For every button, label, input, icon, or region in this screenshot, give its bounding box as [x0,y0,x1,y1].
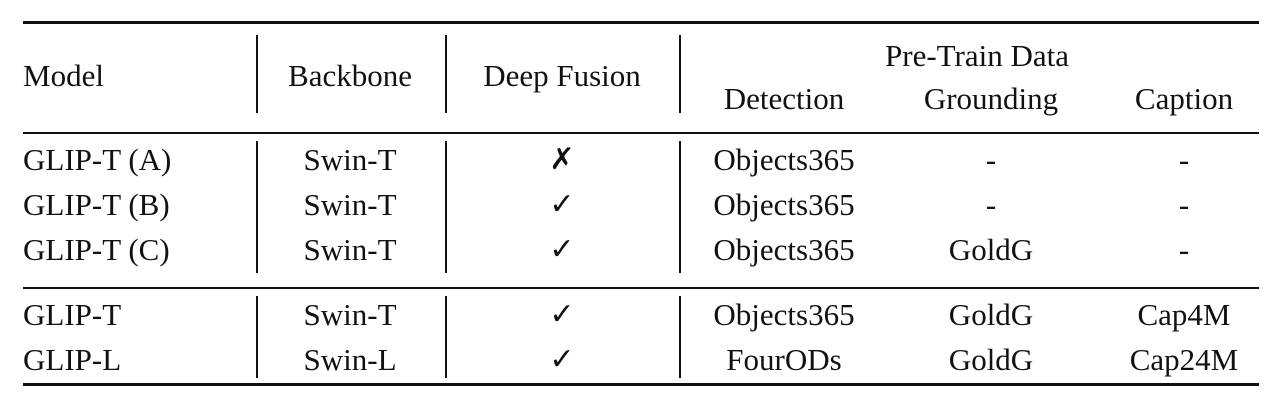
header-backbone: Backbone [288,58,412,93]
header-deep-fusion: Deep Fusion [483,58,641,93]
check-mark-icon: ✓ [549,297,575,332]
vertical-divider [679,296,681,378]
cell-backbone: Swin-T [303,297,397,332]
cell-backbone: Swin-L [303,342,397,377]
check-mark-icon: ✓ [549,232,575,267]
cell-grounding: GoldG [948,232,1034,267]
cell-detection: Objects365 [713,142,855,177]
cell-backbone: Swin-T [303,187,397,222]
vertical-divider [445,35,447,113]
cell-backbone: Swin-T [303,142,397,177]
cell-detection: Objects365 [713,187,855,222]
vertical-divider [445,141,447,273]
cell-grounding: GoldG [948,297,1034,332]
cell-model: GLIP-T (C) [23,232,170,267]
cell-model: GLIP-L [23,342,122,377]
cell-caption: Cap24M [1129,342,1239,377]
cell-detection: Objects365 [713,232,855,267]
cell-detection: FourODs [726,342,842,377]
header-rule [23,132,1259,134]
cell-caption: - [1178,142,1190,177]
cell-backbone: Swin-T [303,232,397,267]
check-mark-icon: ✓ [549,342,575,377]
check-mark-icon: ✓ [549,187,575,222]
top-rule [23,21,1259,24]
bottom-rule [23,383,1259,386]
header-caption: Caption [1134,81,1234,116]
cell-grounding: - [985,187,997,222]
cell-caption: Cap4M [1137,297,1231,332]
header-grounding: Grounding [923,81,1059,116]
vertical-divider [679,35,681,113]
cell-detection: Objects365 [713,297,855,332]
cell-caption: - [1178,232,1190,267]
cell-model: GLIP-T [23,297,122,332]
cell-model: GLIP-T (B) [23,187,170,222]
vertical-divider [256,296,258,378]
group-separator-rule [23,287,1259,289]
header-pretrain-data: Pre-Train Data [885,38,1069,73]
cross-mark-icon: ✗ [549,142,575,177]
cell-grounding: GoldG [948,342,1034,377]
vertical-divider [256,35,258,113]
vertical-divider [256,141,258,273]
header-detection: Detection [723,81,845,116]
vertical-divider [679,141,681,273]
comparison-table: Model Backbone Deep Fusion Pre-Train Dat… [23,0,1259,404]
vertical-divider [445,296,447,378]
cell-caption: - [1178,187,1190,222]
cell-model: GLIP-T (A) [23,142,172,177]
cell-grounding: - [985,142,997,177]
header-model: Model [23,58,104,93]
